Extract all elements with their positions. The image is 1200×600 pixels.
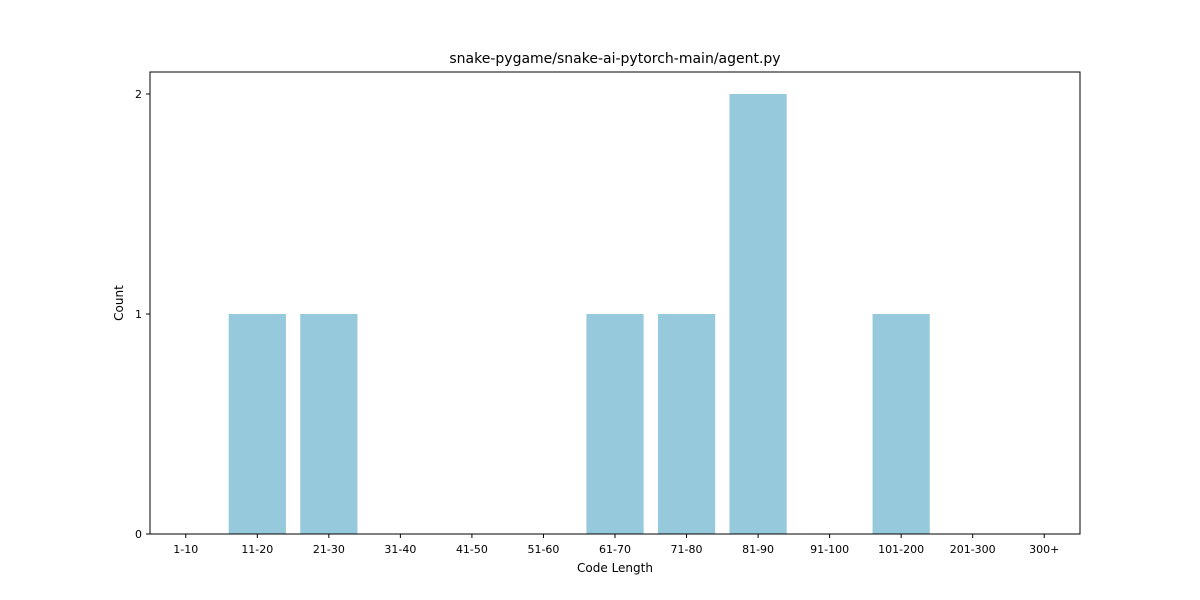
x-tick-label: 11-20 [241,543,273,556]
x-tick-label: 201-300 [950,543,996,556]
y-tick-label: 0 [135,528,142,541]
x-axis-title: Code Length [577,561,653,575]
x-tick-label: 1-10 [173,543,198,556]
x-tick-label: 41-50 [456,543,488,556]
x-tick-label: 300+ [1029,543,1059,556]
x-tick-label: 81-90 [742,543,774,556]
x-tick-label: 21-30 [313,543,345,556]
bar-21-30 [300,314,358,534]
x-axis-ticks: 1-10 11-20 21-30 31-40 41-50 51-60 61-70 71-80 8… [173,534,1059,556]
y-tick-label: 1 [135,308,142,321]
y-axis-ticks: 0 1 2 [135,88,150,541]
x-tick-label: 101-200 [878,543,924,556]
x-tick-label: 51-60 [527,543,559,556]
y-axis-title: Count [112,285,126,321]
bar-71-80 [657,314,716,534]
bar-101-200 [872,314,930,534]
bar-11-20 [228,314,286,534]
chart-title: snake-pygame/snake-ai-pytorch-main/agent… [449,51,780,67]
bars-group [228,94,930,534]
x-tick-label: 61-70 [599,543,631,556]
bar-81-90 [729,94,787,534]
x-tick-label: 31-40 [384,543,416,556]
bar-61-70 [586,314,644,534]
x-tick-label: 71-80 [671,543,703,556]
x-tick-label: 91-100 [810,543,849,556]
y-tick-label: 2 [135,88,142,101]
